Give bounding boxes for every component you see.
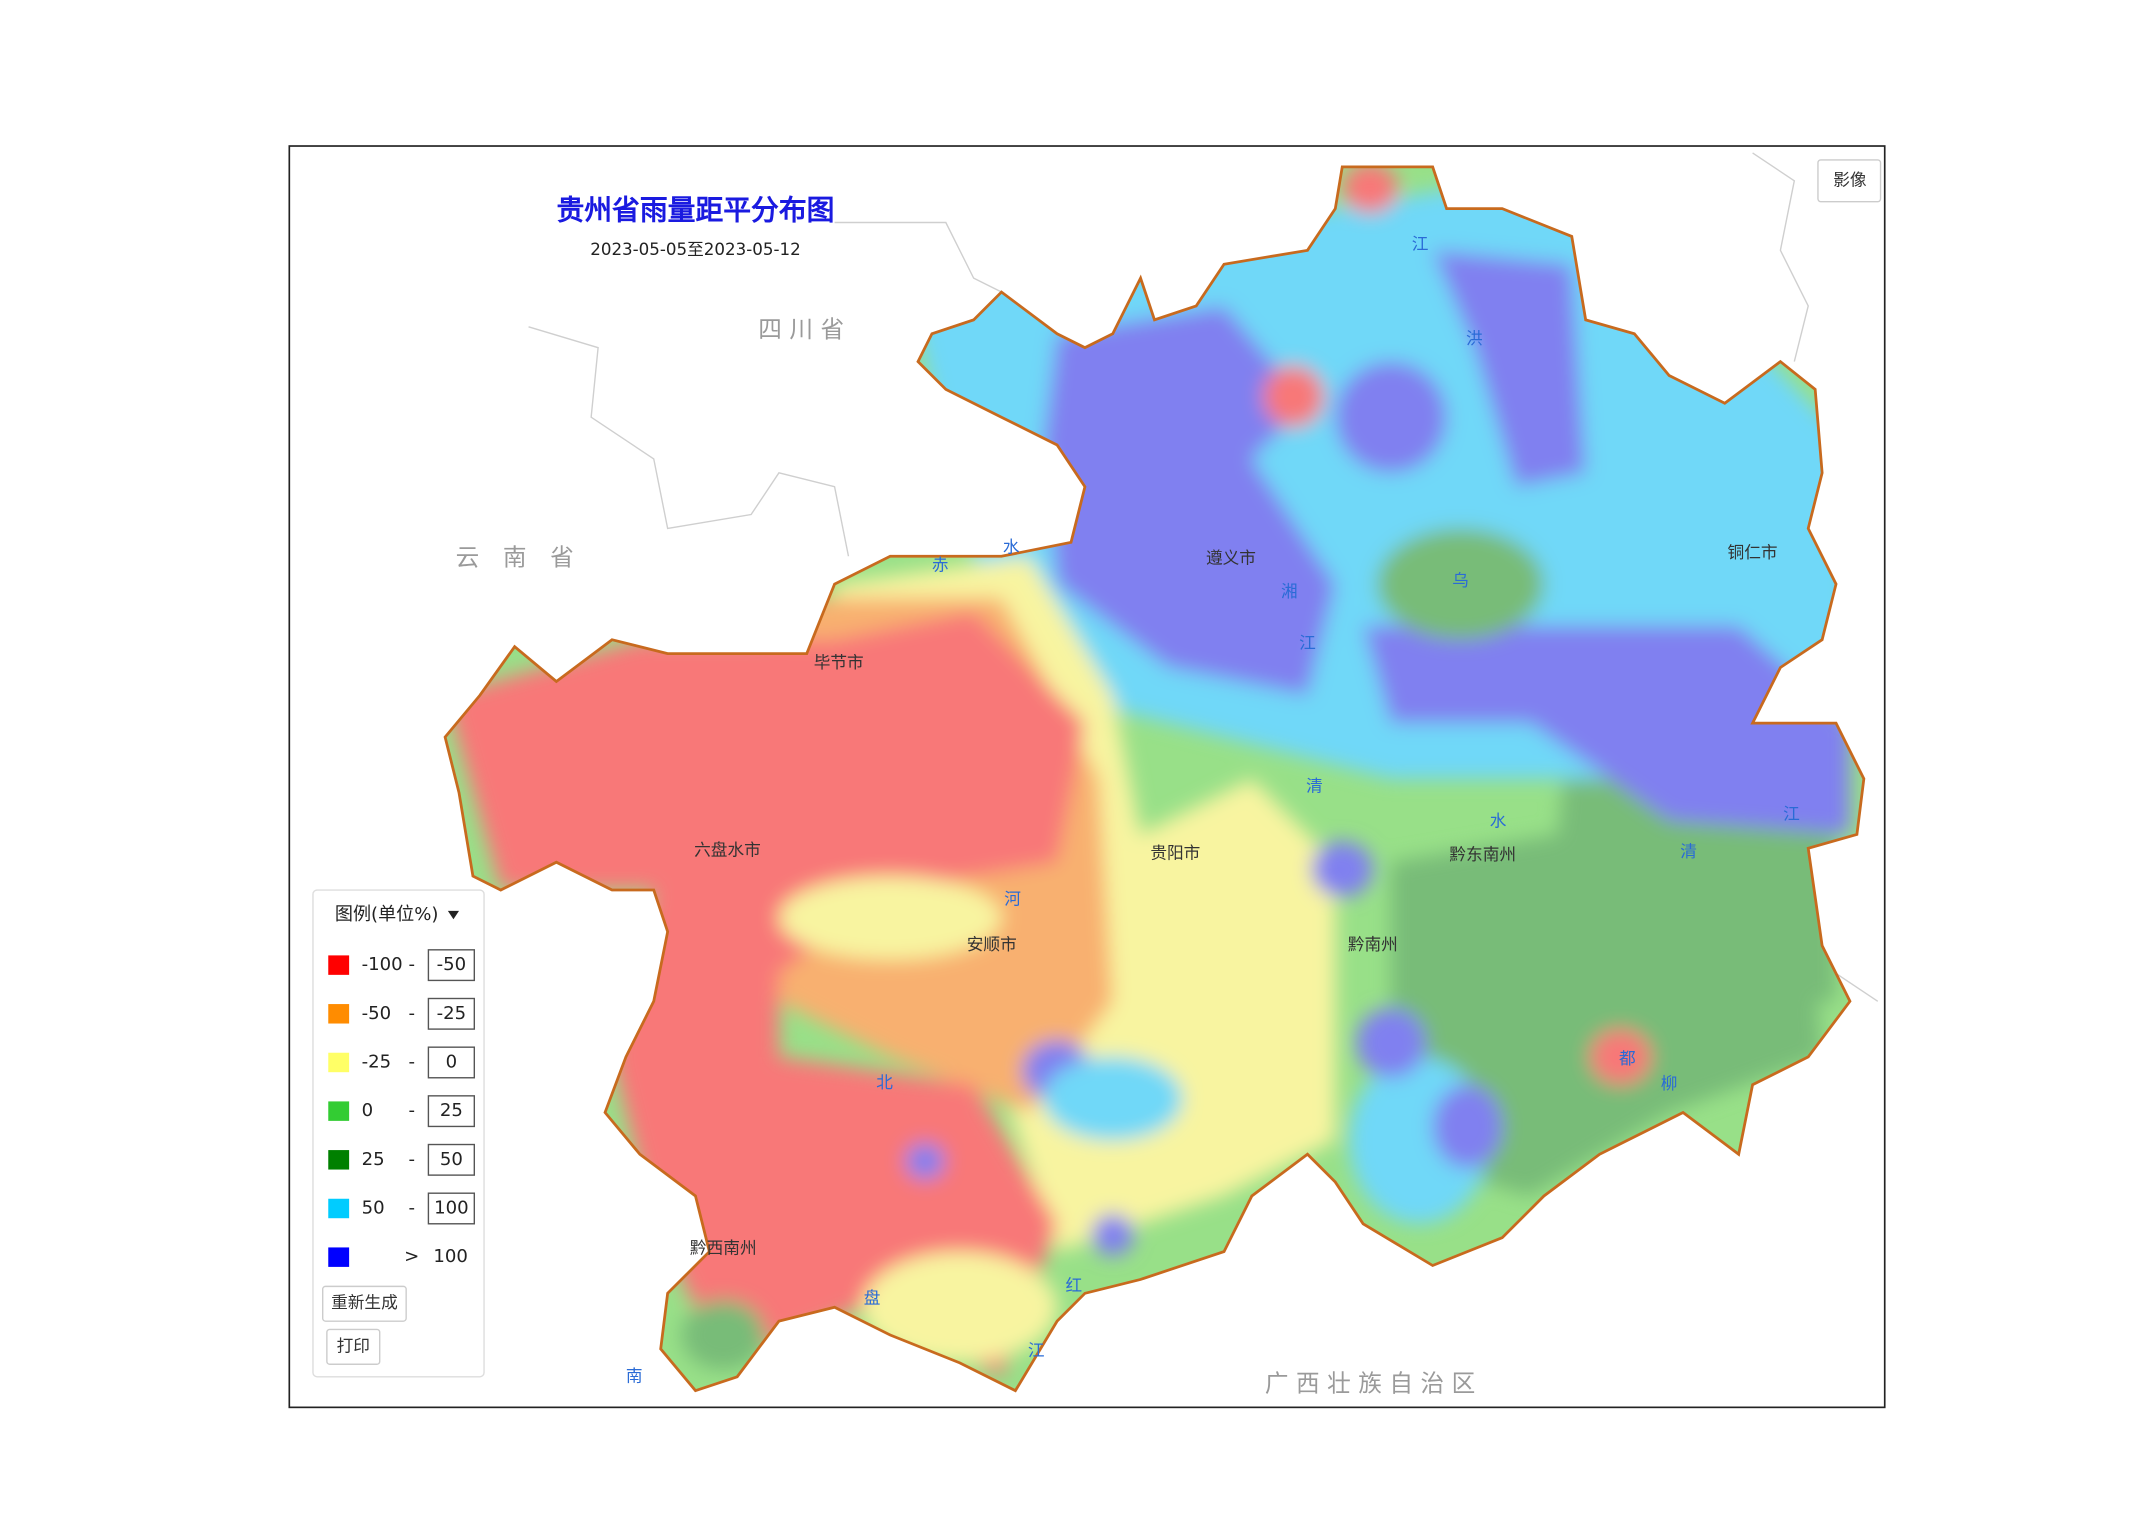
legend-high[interactable]: -50 (437, 954, 467, 975)
river-label: 都 (1619, 1049, 1636, 1068)
river-label: 水 (1003, 537, 1020, 556)
river-label: 江 (1299, 633, 1316, 652)
city-label: 黔西南州 (690, 1238, 757, 1257)
map-title: 贵州省雨量距平分布图 (556, 193, 834, 226)
legend-swatch (328, 1004, 350, 1024)
river-label: 北 (876, 1073, 893, 1092)
legend-input[interactable] (427, 1095, 476, 1128)
legend-swatch (328, 1198, 350, 1219)
neighbor-borders (528, 152, 1879, 1002)
legend-button-label[interactable]: 重新生成 (331, 1293, 398, 1312)
river-label: 柳 (1661, 1074, 1678, 1093)
legend-high[interactable]: -25 (437, 1003, 467, 1024)
river-label: 水 (1490, 811, 1507, 830)
city-label: 毕节市 (814, 653, 864, 672)
legend-swatch (328, 1150, 350, 1170)
legend-input[interactable] (427, 1046, 476, 1079)
river-label: 河 (1004, 889, 1021, 908)
legend: 图例(单位%) -100- -50-50- -25-25-00-2525-5050-… (312, 889, 485, 1378)
city-label: 黔东南州 (1449, 845, 1516, 864)
legend-low: -25 (362, 1051, 392, 1072)
legend-low: 50 (362, 1197, 385, 1218)
province-label: 云 南 省 (456, 544, 574, 572)
legend-high[interactable]: 0 (446, 1051, 458, 1072)
province-label: 广 西 壮 族 自 治 区 (1265, 1370, 1475, 1398)
layer-button-label[interactable]: 影像 (1833, 170, 1867, 189)
city-label: 黔南州 (1348, 935, 1398, 954)
legend-button-label[interactable]: 打印 (337, 1336, 370, 1355)
river-label: 江 (1783, 804, 1800, 823)
legend-swatch (328, 1101, 350, 1121)
legend-input[interactable] (427, 1143, 476, 1176)
river-label: 清 (1306, 777, 1323, 796)
legend-sep: > (404, 1246, 419, 1267)
legend-sep: - (408, 1149, 415, 1170)
legend-title[interactable]: 图例(单位%) (335, 904, 439, 925)
legend-sep: - (408, 954, 415, 975)
legend-sep: - (408, 1003, 415, 1024)
legend-sep: - (408, 1051, 415, 1072)
city-label: 安顺市 (967, 935, 1017, 954)
river-label: 江 (1028, 1341, 1045, 1360)
river-label: 乌 (1452, 571, 1469, 590)
city-label: 贵阳市 (1150, 843, 1200, 862)
river-label: 南 (626, 1366, 643, 1385)
legend-low: -50 (362, 1003, 392, 1024)
river-label: 清 (1680, 842, 1697, 861)
legend-sep: - (408, 1197, 415, 1218)
legend-swatch (328, 1247, 350, 1267)
legend-button[interactable] (322, 1285, 407, 1322)
city-label: 铜仁市 (1728, 543, 1778, 562)
legend-low: 25 (362, 1149, 385, 1170)
legend-button[interactable] (326, 1328, 381, 1365)
legend-swatch (328, 1052, 350, 1073)
legend-high[interactable]: 100 (434, 1197, 469, 1218)
river-label: 红 (1065, 1276, 1082, 1295)
province-label: 四 川 省 (758, 315, 844, 343)
city-label: 六盘水市 (694, 841, 761, 860)
legend-toggle[interactable] (447, 910, 460, 920)
legend-input[interactable] (427, 1192, 476, 1225)
layer-switch[interactable]: 影像 (1817, 159, 1882, 203)
city-label: 遵义市 (1206, 549, 1256, 568)
river-label: 湘 (1281, 582, 1298, 601)
legend-low: -100 (362, 954, 403, 975)
river-label: 江 (1412, 234, 1429, 253)
legend-swatch (328, 955, 350, 975)
legend-low: 0 (362, 1100, 374, 1121)
legend-sep: - (408, 1100, 415, 1121)
legend-input[interactable] (427, 997, 476, 1030)
river-label: 洪 (1466, 329, 1483, 348)
river-label: 盘 (864, 1288, 881, 1307)
legend-input[interactable] (427, 949, 476, 982)
layer-button[interactable] (1817, 159, 1882, 203)
legend-high[interactable]: 50 (440, 1149, 463, 1170)
legend-high: 100 (433, 1246, 468, 1267)
map-subtitle: 2023-05-05至2023-05-12 (590, 240, 800, 259)
river-label: 赤 (932, 556, 949, 575)
legend-high[interactable]: 25 (440, 1100, 463, 1121)
place-labels: 四 川 省云 南 省广 西 壮 族 自 治 区遵义市毕节市六盘水市安顺市贵阳市黔… (456, 234, 1800, 1397)
